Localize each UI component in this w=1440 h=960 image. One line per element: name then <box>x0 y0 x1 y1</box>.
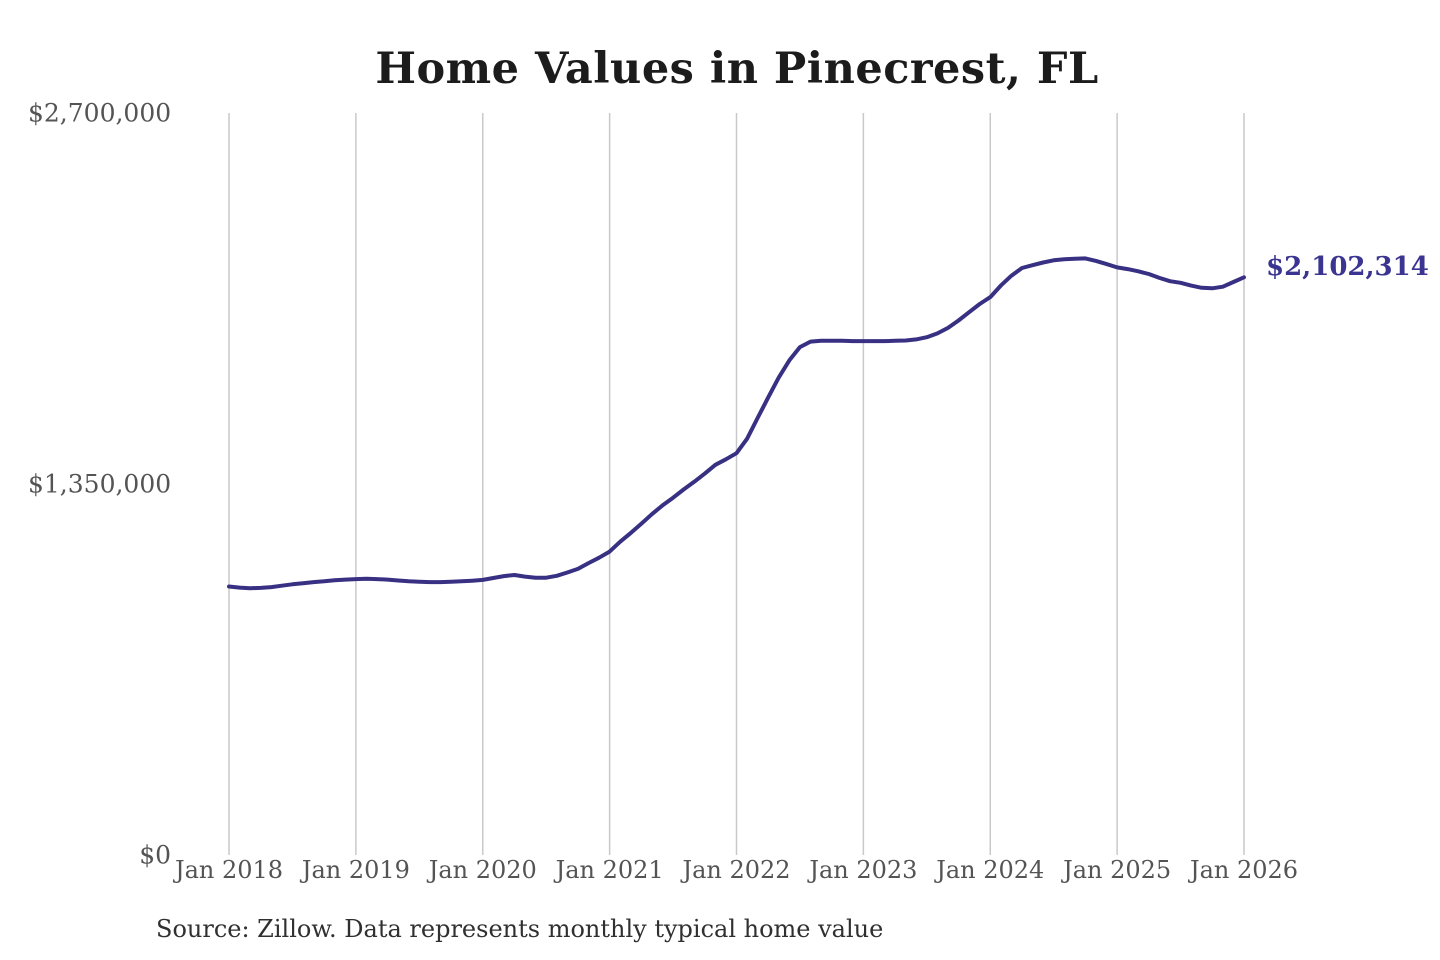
y-axis-tick-label: $0 <box>139 840 171 870</box>
x-axis-tick-label: Jan 2021 <box>555 856 664 884</box>
x-axis-tick-label: Jan 2025 <box>1063 856 1172 884</box>
x-axis-tick-label: Jan 2018 <box>174 856 284 884</box>
x-axis-tick-label: Jan 2022 <box>682 856 791 884</box>
x-axis-tick-label: Jan 2023 <box>809 856 918 884</box>
x-axis-tick-label: Jan 2020 <box>428 856 537 884</box>
current-value-label: $2,102,314 <box>1266 252 1429 283</box>
x-axis-tick-label: Jan 2019 <box>301 856 410 884</box>
home-value-line <box>227 256 1246 591</box>
x-axis-tick-label: Jan 2026 <box>1189 856 1299 884</box>
chart-title: Home Values in Pinecrest, FL <box>375 44 1099 94</box>
y-axis-tick-label: $1,350,000 <box>28 469 172 499</box>
y-axis-tick-label: $2,700,000 <box>28 98 172 128</box>
source-note: Source: Zillow. Data represents monthly … <box>156 915 884 943</box>
x-axis-tick-label: Jan 2024 <box>936 856 1045 884</box>
